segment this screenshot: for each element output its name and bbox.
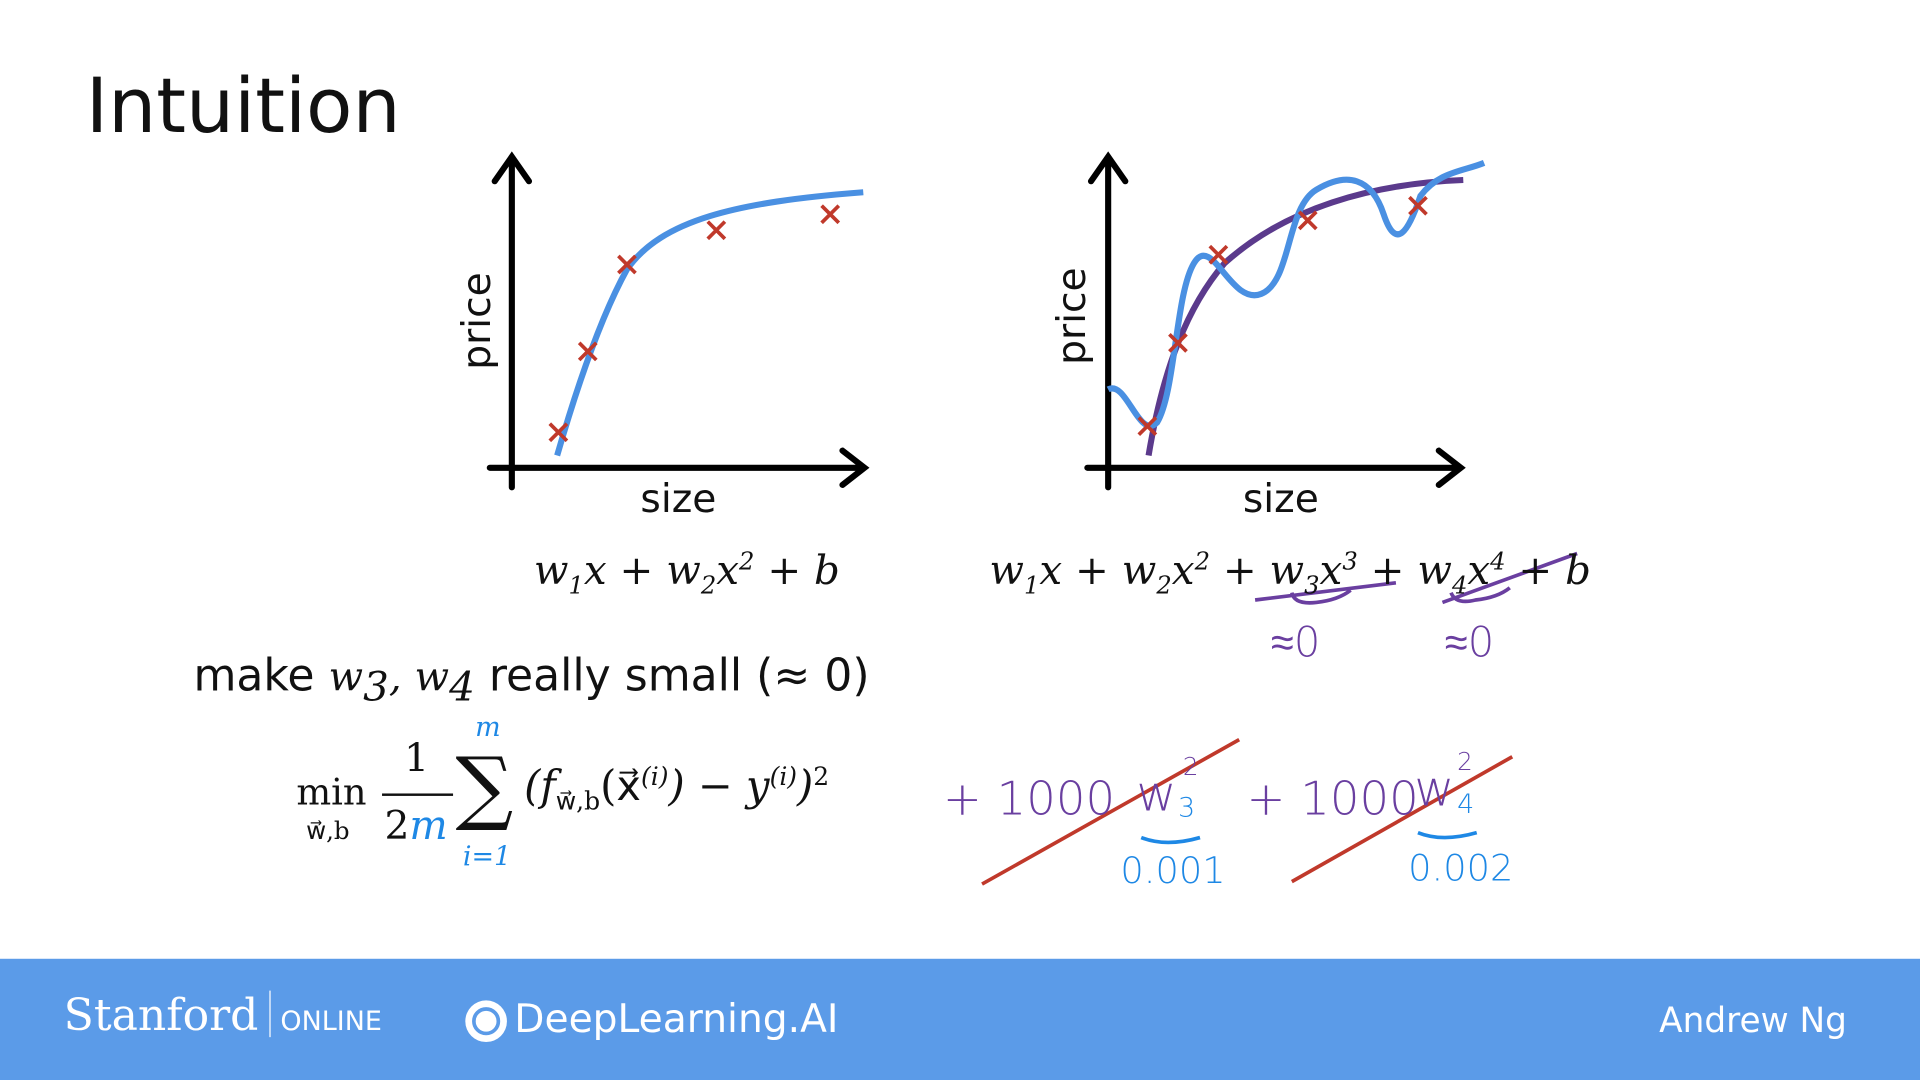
math: 3 xyxy=(1304,571,1320,600)
brand-label: DeepLearning.AI xyxy=(514,995,839,1043)
y-axis xyxy=(491,151,533,491)
math: min xyxy=(296,771,367,815)
math: x + w xyxy=(583,546,701,594)
math: 3 xyxy=(363,662,389,711)
data-points xyxy=(548,195,1428,443)
x-axis-label: size xyxy=(640,475,717,522)
math: (i) xyxy=(640,761,669,792)
model-formula: w1x + w2x2 + w3x3 + w4x4 + b xyxy=(989,546,1591,599)
annotation: ≈0 xyxy=(1271,618,1321,668)
fit-curve xyxy=(554,189,864,457)
annotation: 0.001 xyxy=(1120,849,1226,893)
math: + w xyxy=(1357,546,1452,594)
math: (x⃗ xyxy=(600,762,641,812)
title: Intuition xyxy=(85,61,401,151)
annotation: 2 xyxy=(1182,751,1199,782)
math: 4 xyxy=(1451,571,1468,600)
text: make xyxy=(193,651,329,702)
caption: make w3, w4 really small (≈ 0) xyxy=(193,651,869,710)
math: 1 xyxy=(1023,571,1040,600)
math: 4 xyxy=(449,662,475,711)
math: ) − y xyxy=(668,762,770,812)
y-axis xyxy=(1087,151,1129,491)
math: (fw⃗,b(x⃗(i)) − y(i))2 xyxy=(524,762,829,816)
math: m xyxy=(409,800,448,849)
author: Andrew Ng xyxy=(1659,1000,1847,1041)
math: x xyxy=(716,546,740,594)
fraction-bar xyxy=(382,793,454,796)
math: m xyxy=(475,712,501,744)
math: ) xyxy=(797,762,814,812)
y-axis-label: price xyxy=(453,272,500,370)
math: w xyxy=(989,546,1024,594)
y-axis-label: price xyxy=(1048,267,1095,365)
annotation: 0.002 xyxy=(1408,847,1514,891)
math: (f xyxy=(524,762,556,812)
math: + b xyxy=(754,546,840,594)
math: w⃗,b xyxy=(306,815,350,845)
math: 1 xyxy=(404,734,430,782)
math: 3 xyxy=(1342,547,1358,576)
math: x xyxy=(1467,546,1491,594)
strike-marks xyxy=(1254,551,1578,605)
stanford-logo: Stanford xyxy=(63,990,259,1041)
online-label: ONLINE xyxy=(280,1006,382,1038)
math: 2 xyxy=(813,761,830,792)
annotation: + 1000 xyxy=(1246,771,1419,826)
annotation: 2 xyxy=(1457,746,1473,777)
underline xyxy=(1140,830,1478,845)
brand-icon xyxy=(465,1000,507,1043)
divider xyxy=(269,990,271,1038)
math: 2 xyxy=(700,571,717,600)
annotation: w xyxy=(1136,766,1177,823)
math: 1 xyxy=(568,571,584,600)
footer: Stanford ONLINE DeepLearning.AI Andrew N… xyxy=(0,958,1920,1080)
math: w xyxy=(328,652,364,701)
annotation: + 1000 xyxy=(942,771,1116,826)
annotation: ≈0 xyxy=(1444,618,1495,668)
math: 2 xyxy=(1194,547,1210,576)
math: + b xyxy=(1505,546,1592,594)
math: 2m xyxy=(384,801,447,849)
overfit-curve xyxy=(1106,160,1486,429)
annotation: 4 xyxy=(1457,789,1475,821)
model-formula: w1x + w2x2 + b xyxy=(534,546,840,599)
math: x + w xyxy=(1039,546,1157,594)
x-axis-label: size xyxy=(1242,475,1319,522)
math: 2 xyxy=(739,547,755,576)
math: 2 xyxy=(384,802,410,849)
math: 2 xyxy=(1156,571,1172,600)
math: 4 xyxy=(1490,547,1506,576)
annotation: w xyxy=(1414,761,1455,818)
math: (i) xyxy=(769,761,798,792)
text: really small (≈ 0) xyxy=(474,651,870,702)
x-axis xyxy=(1084,447,1466,488)
x-axis xyxy=(486,447,870,488)
math: + w xyxy=(1209,546,1305,594)
math: w xyxy=(533,546,569,594)
math: i=1 xyxy=(462,842,512,874)
math: w⃗,b xyxy=(555,786,601,816)
math: x xyxy=(1319,546,1343,594)
math: x xyxy=(1171,546,1195,594)
sum-sign: ∑ xyxy=(455,739,514,834)
math: , w xyxy=(388,652,450,701)
cross-out xyxy=(981,737,1514,886)
annotation: 3 xyxy=(1177,793,1196,825)
